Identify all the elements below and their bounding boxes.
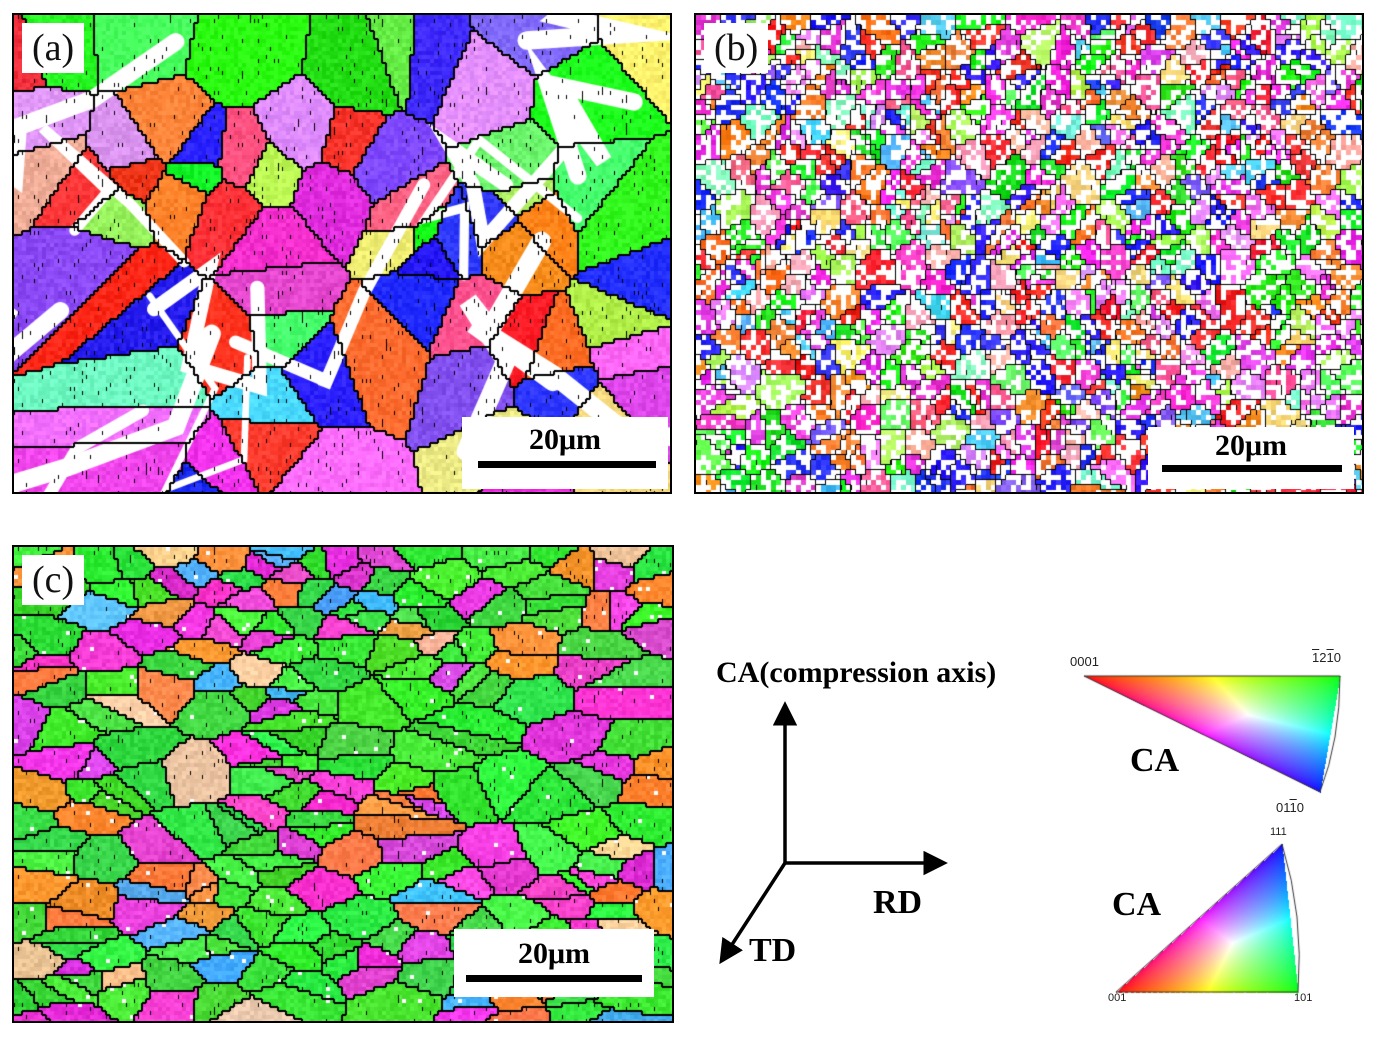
scale-label-a: 20μm [529, 423, 601, 456]
hcp-corner-0001: 0001 [1070, 654, 1099, 669]
cubic-corner-111: 111 [1270, 826, 1287, 838]
scale-box-a: 20μm [462, 417, 668, 489]
cubic-corner-001: 001 [1108, 992, 1127, 1004]
scale-box-b: 20μm [1148, 427, 1354, 489]
rd-axis-label: RD [873, 884, 923, 921]
sample-axes-diagram [719, 701, 948, 965]
scale-bar-a [478, 461, 656, 468]
ebsd-map-panel-b: (b) 20μm [694, 13, 1364, 494]
hcp-corner-0110: 0110 [1276, 800, 1304, 815]
hcp-corner-1210: 1210 [1312, 650, 1341, 665]
ebsd-map-b [696, 15, 1362, 492]
panel-label-c: (c) [22, 555, 85, 605]
hcp-triangle-label: CA [1130, 742, 1180, 779]
scale-box-c: 20μm [454, 929, 654, 997]
scale-label-c: 20μm [518, 937, 590, 970]
td-axis-arrow [719, 862, 787, 965]
scale-label-b: 20μm [1215, 429, 1287, 462]
td-axis-label: TD [749, 932, 797, 969]
ebsd-map-a [14, 15, 670, 492]
ebsd-map-panel-c: (c) 20μm [12, 545, 674, 1023]
hcp-ipf-color-key [1068, 660, 1358, 800]
scale-bar-b [1162, 465, 1342, 472]
panel-label-b: (b) [704, 23, 769, 73]
ebsd-map-panel-a: (a) 20μm [12, 13, 672, 494]
cubic-triangle-label: CA [1112, 886, 1162, 923]
panel-label-a: (a) [22, 23, 85, 73]
cubic-corner-101: 101 [1294, 992, 1313, 1004]
cubic-ipf-color-key [1108, 836, 1308, 1006]
ca-axis-label: CA(compression axis) [716, 656, 997, 689]
scale-bar-c [466, 975, 642, 982]
